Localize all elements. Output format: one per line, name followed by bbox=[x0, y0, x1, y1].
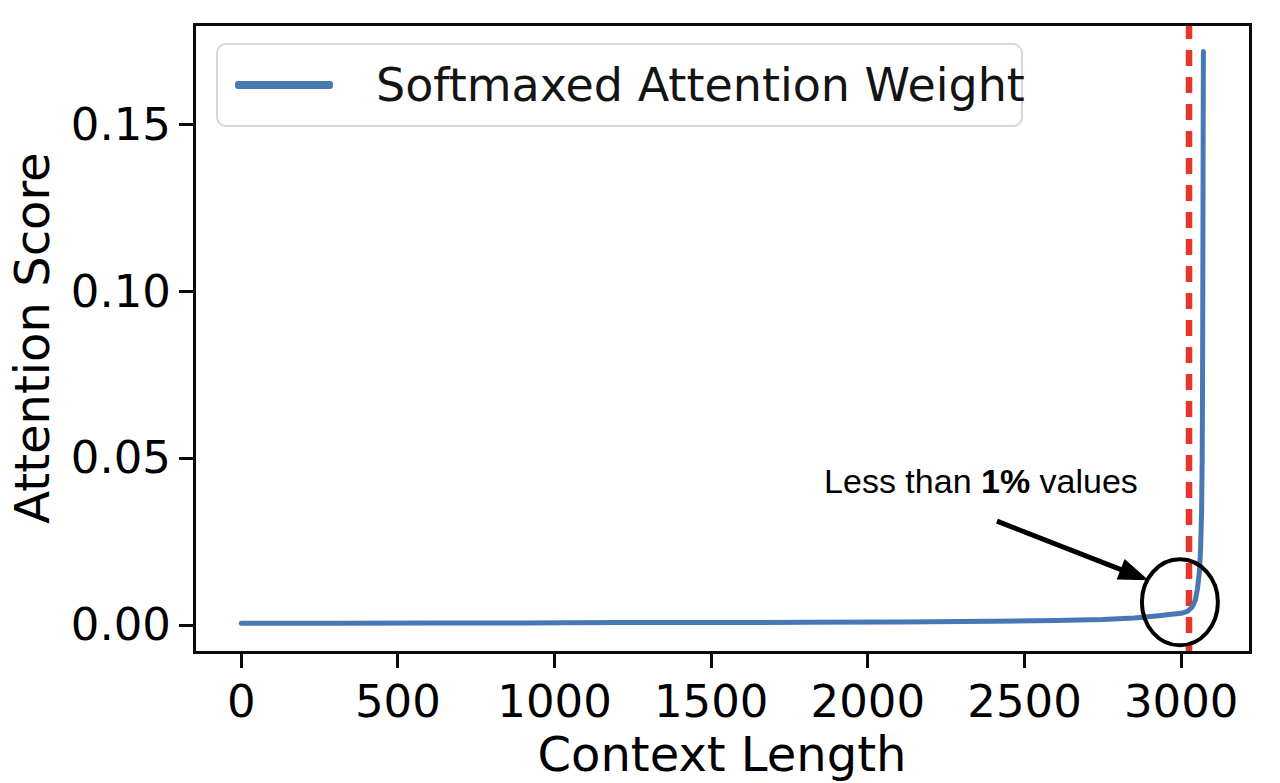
series-line bbox=[241, 51, 1203, 623]
plot-area: Softmaxed Attention Weight bbox=[193, 23, 1252, 654]
annotation-text-prefix: Less than bbox=[824, 462, 981, 500]
x-tick-mark bbox=[396, 654, 399, 668]
annotation-text: Less than 1% values bbox=[786, 461, 1176, 501]
x-tick-label: 2000 bbox=[788, 676, 948, 728]
y-tick-mark bbox=[179, 123, 193, 126]
x-tick-mark bbox=[866, 654, 869, 668]
annotation-text-suffix: values bbox=[1030, 462, 1138, 500]
legend: Softmaxed Attention Weight bbox=[216, 43, 1023, 127]
x-tick-mark bbox=[710, 654, 713, 668]
annotation-text-bold: 1% bbox=[981, 462, 1030, 500]
figure: Attention Score Softmaxed Attention Weig… bbox=[0, 0, 1280, 783]
annotation-circle bbox=[1142, 559, 1218, 645]
x-tick-label: 1500 bbox=[631, 676, 791, 728]
y-tick-label: 0.00 bbox=[15, 599, 171, 651]
x-tick-mark bbox=[1180, 654, 1183, 668]
y-tick-label: 0.15 bbox=[15, 99, 171, 151]
x-tick-label: 1000 bbox=[475, 676, 635, 728]
y-tick-label: 0.05 bbox=[15, 432, 171, 484]
legend-label: Softmaxed Attention Weight bbox=[376, 62, 1025, 108]
legend-line-sample-icon bbox=[235, 81, 333, 89]
x-tick-label: 500 bbox=[318, 676, 478, 728]
annotation-arrow-head-icon bbox=[1117, 559, 1149, 580]
x-tick-label: 2500 bbox=[945, 676, 1105, 728]
x-axis-title: Context Length bbox=[522, 726, 922, 782]
y-tick-mark bbox=[179, 457, 193, 460]
x-tick-mark bbox=[553, 654, 556, 668]
x-tick-label: 3000 bbox=[1101, 676, 1261, 728]
y-tick-label: 0.10 bbox=[15, 266, 171, 318]
x-tick-label: 0 bbox=[161, 676, 321, 728]
y-tick-mark bbox=[179, 290, 193, 293]
y-tick-mark bbox=[179, 624, 193, 627]
x-tick-mark bbox=[1023, 654, 1026, 668]
x-tick-mark bbox=[240, 654, 243, 668]
annotation-arrow-line bbox=[997, 521, 1133, 574]
